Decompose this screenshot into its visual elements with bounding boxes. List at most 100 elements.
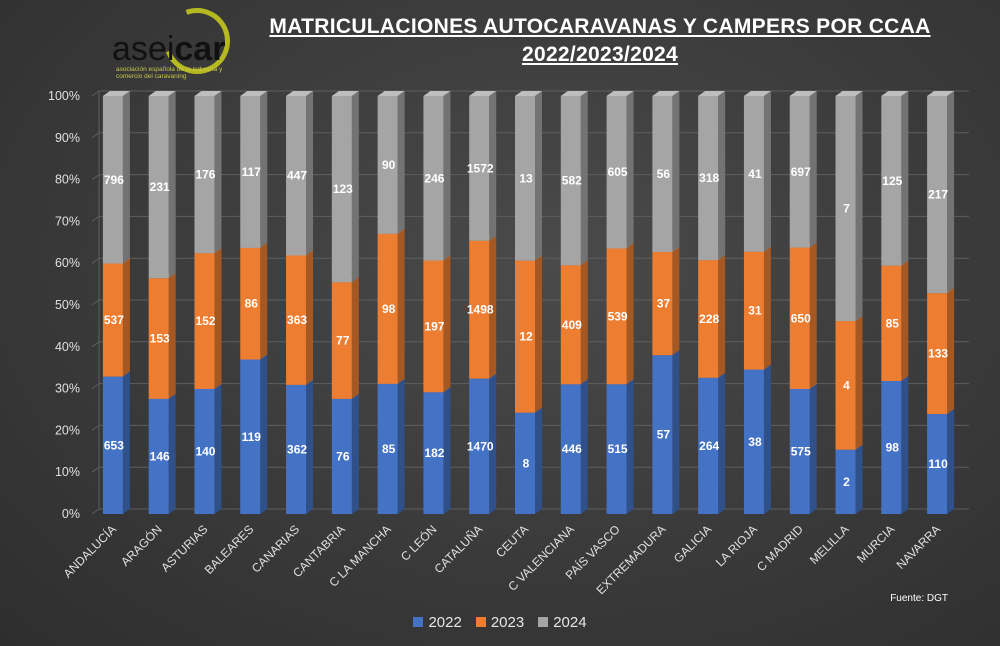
data-label: 38	[748, 435, 762, 449]
data-label: 2	[843, 475, 850, 489]
bar-segment-2024	[927, 96, 948, 294]
chart-bars: 6535377961461532311401521761198611736236…	[102, 91, 955, 514]
bar-segment-side	[947, 409, 955, 514]
bar-segment-2022	[102, 376, 123, 514]
data-label: 119	[242, 430, 262, 444]
bar-segment-side	[489, 91, 497, 241]
bar-segment-2022	[835, 449, 856, 514]
bar-top	[698, 91, 726, 96]
legend-label: 2022	[428, 614, 462, 631]
bar-segment-side	[855, 444, 863, 514]
y-tick-label: 100%	[48, 89, 80, 103]
bar-segment-side	[260, 91, 268, 248]
bar-segment-side	[306, 250, 314, 385]
bar-segment-2024	[515, 96, 535, 261]
gridline-depth	[91, 341, 100, 348]
data-label: 217	[928, 188, 948, 202]
bar-stack: 76 77 123	[331, 91, 359, 514]
bar-stack: 98 85 125	[881, 91, 909, 514]
y-tick-label: 10%	[55, 465, 80, 479]
bar-segment-2022	[240, 359, 261, 514]
bar-stack: 110 133 217	[927, 91, 955, 514]
data-label: 123	[333, 182, 353, 196]
bar-segment-side	[626, 91, 634, 249]
data-label: 140	[195, 444, 215, 458]
bar-segment-side	[122, 258, 130, 377]
bar-segment-2023	[743, 251, 764, 370]
data-label: 31	[748, 304, 762, 318]
chart-title-line2: 2022/2023/2024	[521, 43, 679, 66]
bar-top	[652, 91, 680, 96]
bar-top	[148, 91, 176, 96]
chart-legend: 2022 2023 2024	[0, 614, 1000, 631]
data-label: 409	[562, 318, 582, 332]
bar-segment-side	[306, 91, 314, 256]
bar-segment-side	[947, 91, 955, 294]
x-axis: ANDALUCÍA ARAGÓNASTURIASBALEARESCANARIASC…	[60, 522, 943, 598]
bar-top	[515, 91, 542, 96]
bar-segment-2023	[148, 278, 169, 399]
data-label: 582	[562, 174, 582, 188]
x-tick-label: MELILLA	[807, 522, 852, 567]
bar-segment-2022	[652, 355, 673, 514]
bar-segment-side	[672, 350, 680, 514]
bar-segment-2023	[560, 265, 581, 385]
bar-segment-side	[580, 379, 588, 514]
bar-segment-side	[535, 255, 542, 413]
bar-segment-2022	[560, 384, 581, 514]
bar-top	[881, 91, 909, 96]
gridline-depth	[91, 174, 100, 181]
aseicar-logo: aseicar asociación española de la indust…	[112, 0, 244, 85]
data-label: 153	[150, 332, 170, 346]
bar-segment-side	[214, 248, 222, 389]
bar-segment-2024	[743, 96, 764, 252]
gridline-depth	[91, 508, 100, 515]
x-tick-label: MURCIA	[854, 522, 897, 565]
data-label: 1498	[467, 303, 494, 317]
bar-segment-side	[351, 393, 359, 514]
bar-stack: 1470 1498 1572	[467, 91, 497, 514]
bar-segment-side	[763, 91, 771, 252]
data-label: 796	[104, 173, 124, 187]
bar-stack: 57 37 56	[652, 91, 680, 514]
bar-stack: 85 98 90	[377, 91, 405, 514]
bar-segment-side	[855, 91, 863, 322]
bar-segment-side	[260, 354, 268, 514]
bar-segment-side	[168, 91, 176, 279]
bar-segment-side	[626, 379, 634, 514]
bar-stack: 515 539 605	[606, 91, 634, 514]
y-tick-label: 40%	[55, 340, 80, 354]
bar-segment-2023	[927, 293, 948, 415]
x-tick-label: CEUTA	[493, 522, 531, 560]
data-label: 8	[523, 456, 530, 470]
bar-segment-side	[672, 91, 680, 253]
data-label: 176	[195, 168, 215, 182]
bar-segment-2023	[881, 265, 902, 381]
bar-stack: 362 363 447	[286, 91, 314, 514]
bar-segment-2023	[240, 247, 261, 360]
y-tick-label: 80%	[55, 173, 80, 187]
data-label: 318	[699, 171, 719, 185]
bar-segment-2024	[423, 96, 444, 261]
x-tick-label: C LEÓN	[397, 522, 439, 564]
data-label: 4	[843, 378, 850, 392]
x-tick-label: C MADRID	[754, 522, 806, 574]
bar-segment-side	[168, 393, 176, 514]
bar-segment-side	[718, 372, 726, 514]
gridline-depth	[91, 90, 100, 97]
gridline-depth	[91, 466, 100, 473]
bar-segment-2022	[606, 384, 627, 514]
chart-title-line1: MATRICULACIONES AUTOCARAVANAS Y CAMPERS …	[269, 15, 931, 38]
bar-top	[102, 91, 130, 96]
data-label: 447	[287, 169, 307, 183]
bar-segment-side	[809, 242, 817, 389]
bar-segment-side	[580, 91, 588, 266]
data-label: 37	[657, 297, 671, 311]
bar-stack: 653 537 796	[102, 91, 130, 514]
data-label: 41	[748, 167, 762, 181]
bar-segment-2024	[881, 96, 902, 266]
bar-segment-2024	[148, 96, 169, 279]
data-label: 76	[336, 449, 350, 463]
bar-segment-2023	[377, 233, 398, 384]
data-label: 197	[424, 319, 444, 333]
